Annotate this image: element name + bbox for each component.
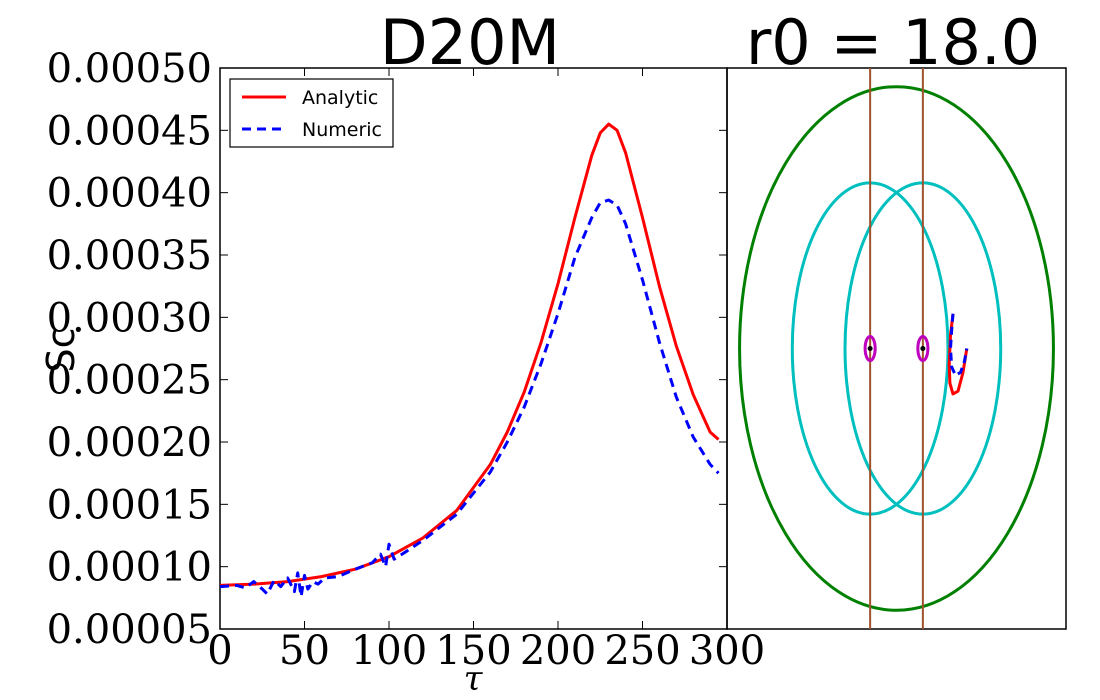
x-tick-label: 50: [279, 628, 330, 674]
y-tick-label: 0.00045: [47, 108, 212, 154]
series-line-analytic: [219, 122, 720, 587]
legend-box: [229, 78, 394, 148]
series-line-numeric: [219, 198, 720, 599]
y-tick-label: 0.00050: [47, 46, 212, 92]
right-plot-frame: [726, 67, 1067, 630]
right-body: [916, 334, 930, 363]
x-tick-label: 300: [689, 628, 765, 674]
x-tick-label: 200: [520, 628, 596, 674]
legend: Analytic Numeric: [229, 78, 394, 148]
right-chart-title: r0 = 18.0: [746, 6, 1040, 79]
right-body-center: [920, 346, 926, 351]
y-tick-label: 0.00005: [47, 607, 212, 653]
y-tick-label: 0.00025: [47, 358, 212, 404]
legend-label-numeric: Numeric: [302, 119, 382, 141]
left-x-ticks: 0 50 100 150 200 250 300: [207, 68, 765, 674]
left-plot-frame: [219, 67, 728, 630]
trajectory-numeric: [949, 313, 969, 377]
y-axis-label: Sc: [39, 327, 83, 372]
y-tick-label: 0.00010: [47, 545, 212, 591]
y-tick-label: 0.00030: [47, 295, 212, 341]
legend-label-analytic: Analytic: [302, 87, 378, 109]
left-body-center: [867, 346, 873, 351]
x-tick-label: 0: [207, 628, 232, 674]
left-chart-title: D20M: [380, 6, 560, 79]
left-body: [863, 334, 877, 363]
right-shapes: [738, 68, 1055, 629]
right-series: [947, 313, 969, 396]
left-series: [219, 122, 720, 599]
x-tick-label: 250: [604, 628, 680, 674]
x-tick-label: 150: [435, 628, 511, 674]
y-tick-label: 0.00035: [47, 233, 212, 279]
x-tick-label: 100: [351, 628, 427, 674]
left-chart: D20M 0.00005 0.00010 0.00015 0.00020 0.00025…: [39, 6, 765, 699]
y-tick-label: 0.00015: [47, 482, 212, 528]
y-tick-label: 0.00020: [47, 420, 212, 466]
x-axis-label: τ: [464, 659, 484, 699]
right-chart: r0 = 18.0: [726, 6, 1067, 630]
left-y-ticks: 0.00005 0.00010 0.00015 0.00020 0.00025 0.000…: [47, 46, 727, 653]
y-tick-label: 0.00040: [47, 171, 212, 217]
outer-orbit: [738, 85, 1055, 612]
